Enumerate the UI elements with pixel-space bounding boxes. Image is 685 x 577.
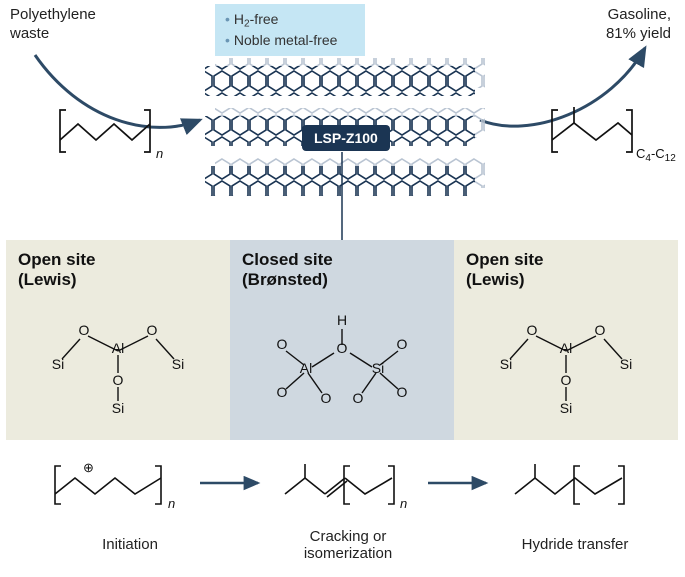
panel-title-l1: Closed site: [242, 250, 333, 269]
mechanism-step-2-label: Cracking or isomerization: [278, 528, 418, 562]
site-panel-right: Open site (Lewis) Al O O O Si Si Si: [454, 240, 678, 440]
svg-text:n: n: [168, 496, 175, 511]
mechanism-step-1-label: Initiation: [70, 536, 190, 553]
svg-text:n: n: [400, 496, 407, 511]
svg-text:O: O: [277, 336, 288, 352]
panel-title-l2: (Lewis): [466, 270, 525, 289]
badge-connector: [0, 0, 685, 260]
lewis-structure-left: Al O O O Si Si Si: [6, 301, 230, 441]
svg-text:O: O: [595, 322, 606, 338]
site-panel-left: Open site (Lewis) Al O O O Si Si Si: [6, 240, 230, 440]
svg-text:O: O: [79, 322, 90, 338]
panel-title-l1: Open site: [18, 250, 95, 269]
site-panel-center: Closed site (Brønsted) H O Al Si: [230, 240, 454, 440]
svg-text:O: O: [337, 340, 348, 356]
svg-text:Al: Al: [112, 340, 124, 356]
panel-title-l2: (Lewis): [18, 270, 77, 289]
svg-text:Al: Al: [560, 340, 572, 356]
svg-text:Si: Si: [172, 356, 184, 372]
svg-text:O: O: [147, 322, 158, 338]
svg-text:Si: Si: [112, 400, 124, 416]
panel-title-l1: Open site: [466, 250, 543, 269]
svg-text:O: O: [113, 372, 124, 388]
svg-text:Al: Al: [300, 360, 312, 376]
svg-text:O: O: [397, 336, 408, 352]
lewis-structure-right: Al O O O Si Si Si: [454, 301, 678, 441]
svg-text:Si: Si: [620, 356, 632, 372]
svg-text:O: O: [353, 390, 364, 406]
svg-text:O: O: [561, 372, 572, 388]
svg-text:H: H: [337, 312, 347, 328]
svg-text:Si: Si: [560, 400, 572, 416]
bronsted-structure: H O Al Si O O O O O O: [230, 301, 454, 441]
mechanism-step-3-label: Hydride transfer: [500, 536, 650, 553]
panel-title-l2: (Brønsted): [242, 270, 328, 289]
svg-text:O: O: [277, 384, 288, 400]
svg-text:Si: Si: [372, 360, 384, 376]
svg-text:⊕: ⊕: [83, 460, 94, 475]
svg-text:O: O: [527, 322, 538, 338]
mechanism-row: ⊕ n n: [0, 448, 685, 538]
svg-text:O: O: [321, 390, 332, 406]
svg-text:O: O: [397, 384, 408, 400]
svg-text:Si: Si: [52, 356, 64, 372]
svg-text:Si: Si: [500, 356, 512, 372]
